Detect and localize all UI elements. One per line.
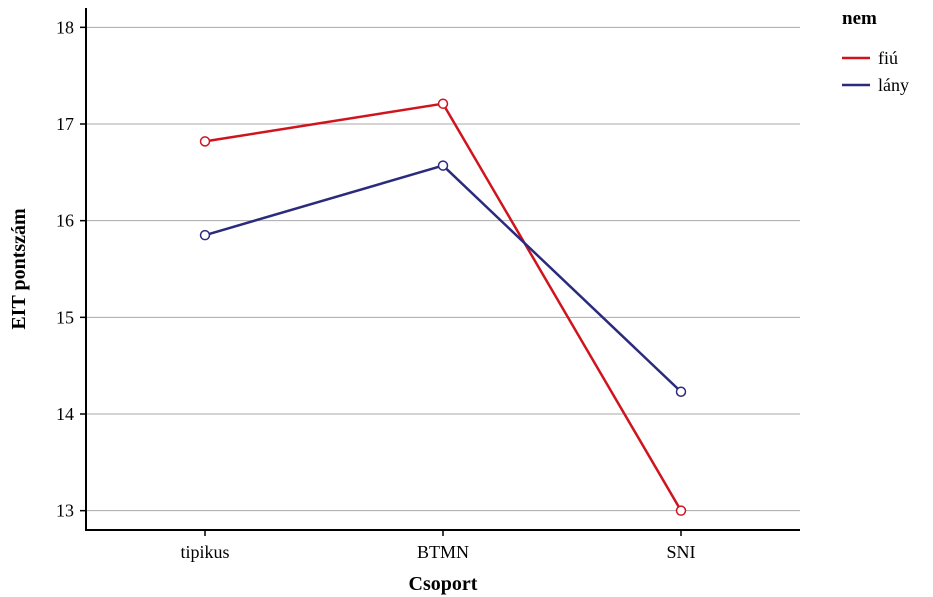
y-tick-label: 13 [56, 501, 74, 521]
data-point-lány-btmn [437, 160, 449, 171]
legend: nem fiú lány [842, 8, 909, 95]
series-line-lány [204, 164, 682, 393]
x-tick-label-tipikus: tipikus [180, 542, 229, 562]
data-point-lány-tipikus [199, 229, 211, 241]
x-axis-ticks: tipikus BTMN SNI [180, 530, 696, 562]
legend-label-lány: lány [878, 75, 909, 95]
x-tick-label-btmn: BTMN [417, 542, 469, 562]
y-axis-ticks: 13 14 15 16 17 18 [56, 17, 86, 521]
series-fiú [199, 98, 687, 516]
axes [85, 8, 800, 531]
data-point-fiú-tipikus [199, 136, 211, 147]
y-tick-label: 15 [56, 307, 74, 327]
legend-label-fiú: fiú [878, 48, 898, 68]
y-tick-label: 16 [56, 211, 74, 231]
x-tick-label-sni: SNI [666, 542, 695, 562]
data-point-lány-sni [675, 386, 687, 398]
legend-title: nem [842, 8, 877, 29]
series-lány [199, 160, 687, 398]
data-point-fiú-sni [675, 505, 687, 516]
y-tick-label: 17 [56, 114, 74, 134]
y-tick-label: 14 [56, 404, 74, 424]
data-point-fiú-btmn [437, 98, 449, 109]
x-axis-title: Csoport [409, 573, 478, 595]
series-layer [199, 98, 687, 516]
y-axis-title: EIT pontszám [8, 208, 30, 330]
y-tick-label: 18 [56, 17, 74, 37]
